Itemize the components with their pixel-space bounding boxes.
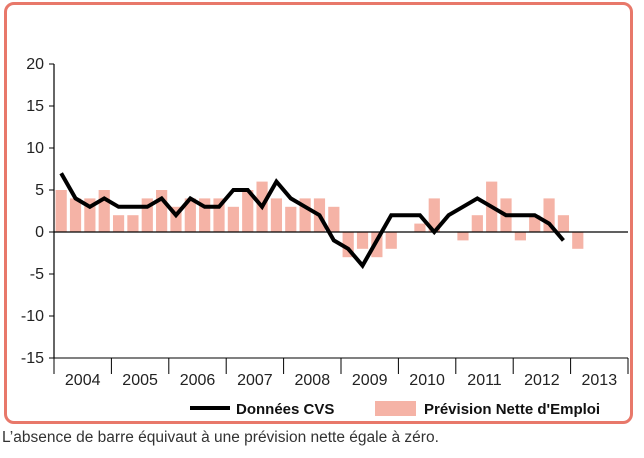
- employment-outlook-chart: 20 15 10 5 0 -5 -10 -15 2004 2005 2006 2007 2008 2009…: [21, 56, 629, 418]
- y-tick-label: 5: [35, 182, 44, 199]
- bar: [127, 215, 139, 232]
- legend-bar-label: Prévision Nette d'Emploi: [424, 401, 600, 418]
- x-tick-label: 2005: [122, 372, 158, 389]
- y-tick-label: 15: [26, 98, 44, 115]
- bar: [242, 190, 254, 232]
- bar: [199, 198, 211, 232]
- x-tick-label: 2008: [295, 372, 331, 389]
- y-tick-label: 0: [35, 224, 44, 241]
- bar: [543, 198, 555, 232]
- bar: [428, 198, 440, 232]
- bar: [227, 206, 239, 232]
- bar: [55, 190, 67, 232]
- x-tick-label: 2012: [524, 372, 560, 389]
- bar: [270, 198, 283, 232]
- y-tick-label: -15: [21, 350, 44, 367]
- bar: [328, 206, 340, 232]
- bar: [414, 223, 426, 232]
- bar: [184, 198, 196, 232]
- bar: [471, 215, 483, 232]
- x-tick-label: 2010: [409, 372, 445, 389]
- bar: [514, 232, 526, 241]
- bar-series: [55, 181, 584, 258]
- y-tick-label: 20: [26, 56, 44, 73]
- bar: [572, 232, 584, 249]
- line-series: [59, 172, 565, 270]
- axes: 20 15 10 5 0 -5 -10 -15 2004 2005 2006 2007 2008 2009…: [21, 56, 629, 389]
- bar: [213, 198, 225, 232]
- y-tick-label: -10: [21, 308, 44, 325]
- x-tick-label: 2004: [65, 372, 101, 389]
- bar: [371, 232, 383, 258]
- x-tick-label: 2007: [237, 372, 273, 389]
- bar: [356, 232, 369, 249]
- x-tick-label: 2013: [582, 372, 618, 389]
- bar: [170, 206, 182, 232]
- bar: [141, 198, 153, 232]
- bar: [299, 198, 311, 232]
- legend-bar-swatch: [375, 401, 416, 416]
- legend-line-label: Données CVS: [236, 401, 334, 418]
- data-line: [59, 172, 565, 270]
- bar: [69, 198, 82, 232]
- x-tick-label: 2011: [467, 372, 502, 389]
- y-tick-label: 10: [26, 140, 44, 157]
- bar: [457, 232, 469, 241]
- bar: [385, 232, 397, 249]
- bar: [112, 215, 125, 232]
- bar: [342, 232, 354, 258]
- bar: [557, 215, 570, 232]
- legend: Données CVS Prévision Nette d'Emploi: [190, 401, 600, 418]
- bar: [84, 198, 96, 232]
- x-tick-label: 2006: [180, 372, 216, 389]
- x-tick-label: 2009: [352, 372, 388, 389]
- y-tick-label: -5: [30, 266, 44, 283]
- bar: [156, 190, 168, 232]
- bar: [285, 206, 297, 232]
- bar: [98, 190, 110, 232]
- footnote: L’absence de barre équivaut à une prévis…: [2, 429, 439, 446]
- bar: [529, 215, 541, 232]
